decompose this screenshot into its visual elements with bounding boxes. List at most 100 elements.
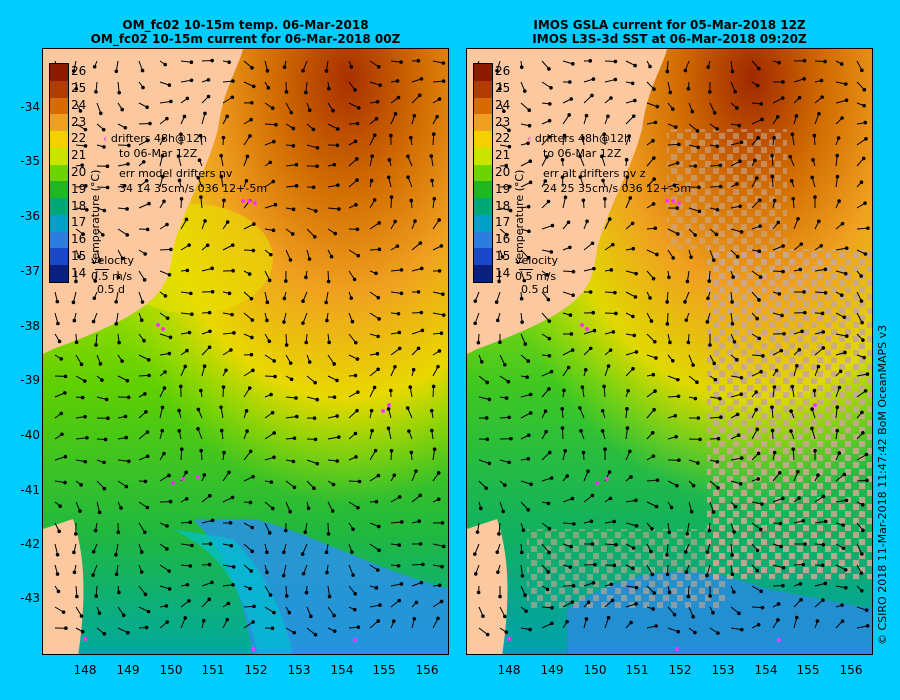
velocity-arrow-head: [161, 136, 166, 141]
velocity-arrow-head: [693, 233, 697, 237]
velocity-arrow-head: [802, 77, 806, 81]
velocity-arrow-head: [758, 224, 762, 228]
velocity-arrow-head: [630, 81, 635, 86]
velocity-arrow-head: [387, 157, 392, 162]
velocity-arrow-head: [389, 448, 394, 453]
velocity-arrow: [686, 522, 690, 534]
velocity-arrow-head: [307, 360, 312, 364]
velocity-arrow-head: [760, 605, 765, 610]
velocity-arrow-head: [843, 568, 848, 572]
velocity-arrow-head: [651, 607, 655, 611]
velocity-arrow-head: [581, 198, 586, 203]
velocity-arrow: [688, 354, 694, 366]
right-map[interactable]: [467, 49, 873, 655]
velocity-arrow: [706, 564, 711, 576]
velocity-arrow-head: [838, 369, 843, 374]
velocity-arrow-head: [697, 185, 701, 190]
velocity-arrow: [541, 136, 550, 146]
velocity-arrow-head: [270, 106, 275, 110]
velocity-arrow: [814, 520, 826, 524]
velocity-arrow-head: [282, 296, 287, 301]
right-map-panel[interactable]: 26 25 24 23 22 21 20 19 18 17 16 15 14 temperature (…: [466, 48, 873, 655]
velocity-arrow-head: [730, 572, 735, 576]
velocity-arrow: [197, 428, 203, 440]
velocity-arrow-head: [473, 572, 478, 576]
velocity-arrow-head: [249, 100, 254, 105]
lat-tick: -38: [20, 319, 40, 333]
velocity-arrow: [793, 617, 798, 629]
left-map[interactable]: [43, 49, 449, 655]
velocity-arrow-head: [718, 184, 723, 189]
velocity-arrow-head: [251, 248, 256, 253]
velocity-arrow-head: [431, 132, 436, 136]
velocity-arrow-head: [603, 197, 607, 201]
velocity-arrow-head: [56, 321, 60, 326]
velocity-arrow-head: [74, 87, 79, 91]
velocity-arrow-head: [568, 313, 573, 317]
velocity-arrow-head: [369, 178, 374, 183]
velocity-arrow-head: [75, 594, 79, 599]
velocity-arrow: [432, 134, 435, 146]
velocity-arrow-head: [230, 312, 234, 317]
velocity-arrow-head: [102, 486, 107, 491]
velocity-arrow-head: [104, 397, 109, 402]
velocity-arrow-head: [291, 126, 296, 131]
velocity-arrow-head: [250, 318, 255, 322]
velocity-arrow-head: [300, 552, 305, 556]
velocity-duration: 0.5 d: [521, 283, 549, 296]
velocity-arrow-head: [758, 275, 763, 279]
velocity-arrow-head: [352, 277, 357, 282]
velocity-arrow: [306, 228, 316, 238]
velocity-arrow-head: [114, 69, 119, 74]
velocity-arrow-head: [85, 435, 89, 440]
velocity-legend: velocity 0.5 m/s 0.5 d: [91, 254, 134, 296]
velocity-arrow-head: [325, 570, 329, 575]
velocity-arrow: [306, 144, 318, 149]
velocity-arrow: [730, 627, 742, 631]
velocity-arrow-head: [145, 430, 150, 434]
velocity-arrow-head: [441, 79, 446, 83]
velocity-arrow-head: [168, 499, 173, 504]
velocity-arrow-head: [397, 346, 402, 351]
velocity-arrow-head: [57, 529, 61, 534]
velocity-arrow-head: [794, 615, 799, 620]
velocity-arrow-head: [581, 135, 585, 140]
velocity-arrow-head: [803, 310, 807, 315]
velocity-arrow-head: [294, 184, 299, 188]
velocity-arrow-head: [355, 390, 360, 394]
velocity-arrow-head: [197, 158, 202, 162]
velocity-arrow-head: [504, 232, 509, 237]
drifter-tracks: [83, 199, 391, 651]
velocity-arrow-head: [119, 506, 123, 510]
velocity-arrow-head: [393, 219, 397, 224]
velocity-arrow-head: [665, 69, 670, 74]
velocity-arrow-head: [758, 527, 763, 532]
velocity-arrow-head: [333, 231, 338, 236]
velocity-arrow: [541, 225, 553, 230]
colorbar-cell: [474, 114, 492, 132]
velocity-arrow-head: [861, 430, 865, 435]
velocity-arrow-head: [148, 121, 152, 126]
velocity-arrow-head: [547, 526, 552, 531]
left-map-panel[interactable]: 26 25 24 23 22 21 20 19 18 17 16 15 14 temperature (…: [42, 48, 449, 655]
velocity-arrow-head: [602, 384, 606, 389]
colorbar-cell: [50, 164, 68, 182]
velocity-arrow-head: [291, 143, 296, 148]
velocity-arrow-head: [406, 175, 410, 179]
velocity-arrow-head: [337, 207, 341, 211]
velocity-arrow-head: [823, 290, 828, 295]
velocity-arrow-head: [754, 390, 758, 394]
velocity-arrow-head: [522, 89, 527, 93]
velocity-arrow-head: [526, 256, 531, 260]
land-tasmania: [43, 519, 84, 654]
velocity-arrow-head: [267, 531, 272, 535]
velocity-arrow-head: [614, 311, 618, 316]
drifters-label: drifters 48h@12h: [110, 132, 207, 145]
velocity-arrow-head: [325, 318, 329, 323]
velocity-arrow-head: [485, 437, 490, 442]
velocity-arrow-head: [591, 580, 596, 585]
velocity-arrow-head: [665, 322, 670, 326]
velocity-arrow-head: [862, 355, 866, 360]
velocity-arrow: [541, 312, 550, 322]
velocity-arrow-head: [821, 330, 826, 334]
